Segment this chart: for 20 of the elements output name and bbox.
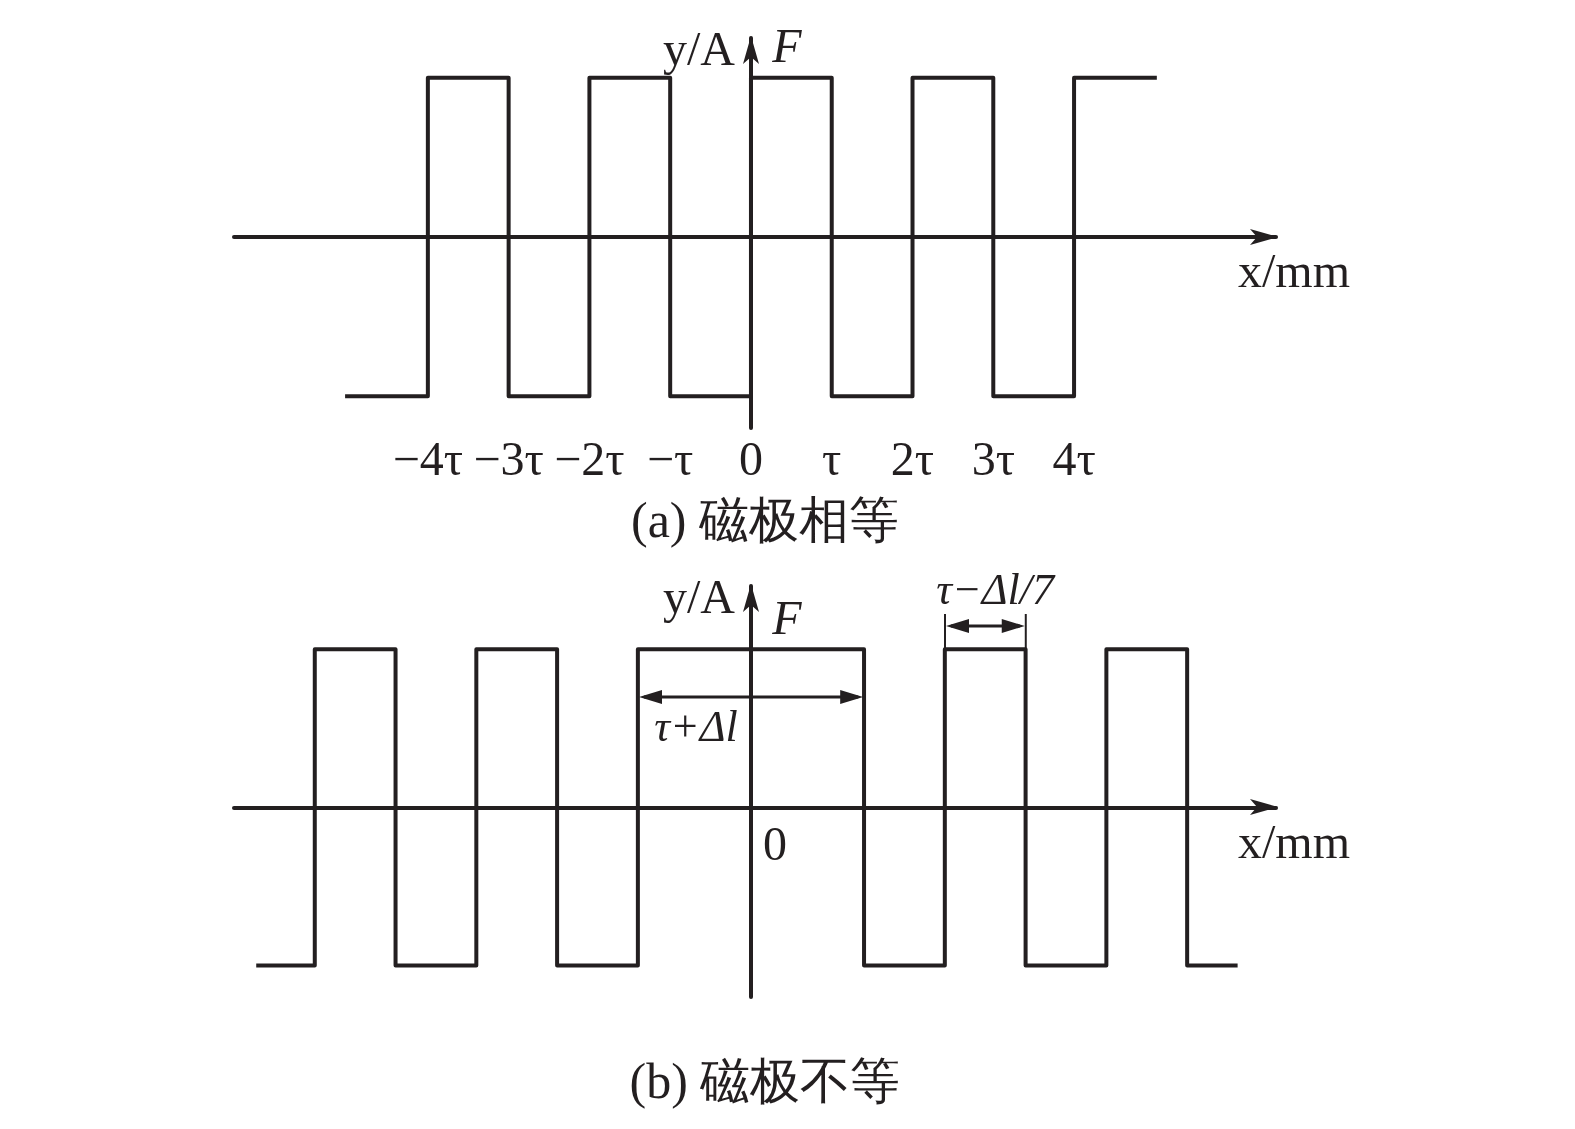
annotation: τ+Δl xyxy=(654,702,738,752)
legend-label: F xyxy=(771,590,803,644)
x-axis-title: x/mm xyxy=(1237,244,1351,298)
x-tick-label: 2τ xyxy=(890,431,935,485)
x-tick-label: −3τ xyxy=(473,431,544,485)
x-tick-label: τ xyxy=(822,431,842,485)
x-tick-label: −τ xyxy=(647,431,694,485)
legend-label: F xyxy=(771,19,803,73)
x-tick-label: 0 xyxy=(738,431,763,485)
x-tick-label: −2τ xyxy=(554,431,625,485)
text: (a) 磁极相等 xyxy=(631,492,899,548)
annotation: 0 xyxy=(762,816,787,870)
text: τ−Δl/7 xyxy=(936,565,1057,615)
x-tick-label: 3τ xyxy=(971,431,1015,485)
x-tick-label: −4τ xyxy=(392,431,464,485)
y-axis-title: y/A xyxy=(662,569,736,623)
text: (b) 磁极不等 xyxy=(629,1053,901,1109)
y-axis-title: y/A xyxy=(662,21,736,75)
x-tick-label: 4τ xyxy=(1052,431,1096,485)
x-axis-title: x/mm xyxy=(1237,814,1351,868)
